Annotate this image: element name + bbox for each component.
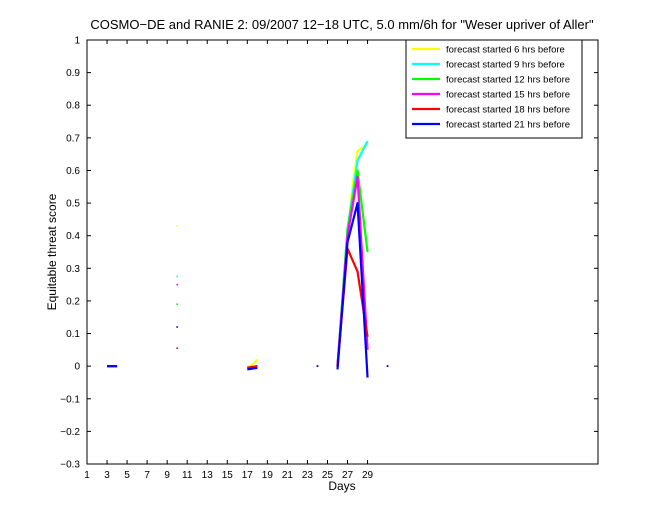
y-tick-label: 0.2 xyxy=(66,296,80,307)
x-tick-label: 21 xyxy=(282,470,294,481)
y-tick-label: 0.5 xyxy=(66,199,80,210)
legend-label: forecast started 9 hrs before xyxy=(446,60,565,71)
series-6 xyxy=(107,201,389,378)
x-tick-label: 23 xyxy=(302,470,314,481)
y-tick-label: 0.7 xyxy=(66,133,80,144)
legend-label: forecast started 12 hrs before xyxy=(446,75,570,86)
y-tick-label: 0.4 xyxy=(66,231,80,242)
x-tick-label: 17 xyxy=(242,470,254,481)
x-tick-label: 29 xyxy=(362,470,374,481)
chart-title: COSMO−DE and RANIE 2: 09/2007 12−18 UTC,… xyxy=(90,17,594,32)
y-tick-label: −0.1 xyxy=(60,394,80,405)
series-line xyxy=(247,366,258,371)
y-tick-label: 1 xyxy=(74,36,80,47)
series-line xyxy=(247,365,258,369)
x-tick-label: 15 xyxy=(222,470,234,481)
data-point xyxy=(316,365,319,367)
data-point xyxy=(176,347,178,350)
y-tick-label: 0.1 xyxy=(66,329,80,340)
legend-label: forecast started 21 hrs before xyxy=(446,120,570,131)
legend-label: forecast started 6 hrs before xyxy=(446,45,565,56)
axes-frame xyxy=(86,39,599,465)
y-tick-label: −0.2 xyxy=(60,427,80,438)
y-tick-label: 0.8 xyxy=(66,101,80,112)
x-tick-label: 13 xyxy=(202,470,214,481)
data-point xyxy=(176,275,178,278)
y-tick-label: 0.6 xyxy=(66,166,80,177)
x-tick-label: 9 xyxy=(164,470,170,481)
x-tick-label: 19 xyxy=(262,470,274,481)
y-tick-label: 0.9 xyxy=(66,68,80,79)
x-tick-label: 1 xyxy=(84,470,90,481)
legend-label: forecast started 18 hrs before xyxy=(446,105,570,116)
legend-box xyxy=(405,39,583,139)
x-tick-label: 11 xyxy=(182,470,193,481)
x-tick-label: 25 xyxy=(322,470,334,481)
x-tick-label: 5 xyxy=(124,470,130,481)
series-line xyxy=(336,201,369,378)
y-tick-label: −0.3 xyxy=(60,460,80,471)
legend-label: forecast started 15 hrs before xyxy=(446,90,570,101)
y-axis-label: Equitable threat score xyxy=(45,193,59,310)
x-axis-label: Days xyxy=(328,479,355,493)
x-tick-label: 3 xyxy=(104,470,110,481)
data-point xyxy=(176,303,178,305)
data-point xyxy=(176,326,178,328)
legend: forecast started 6 hrs before forecast st… xyxy=(405,39,583,139)
data-point xyxy=(386,365,389,367)
data-point xyxy=(176,283,178,286)
y-tick-label: 0.3 xyxy=(66,264,80,275)
series-line xyxy=(247,358,259,368)
x-tick-label: 27 xyxy=(342,470,354,481)
x-tick-label: 7 xyxy=(144,470,150,481)
y-tick-label: 0 xyxy=(74,362,80,373)
data-point xyxy=(176,225,178,227)
